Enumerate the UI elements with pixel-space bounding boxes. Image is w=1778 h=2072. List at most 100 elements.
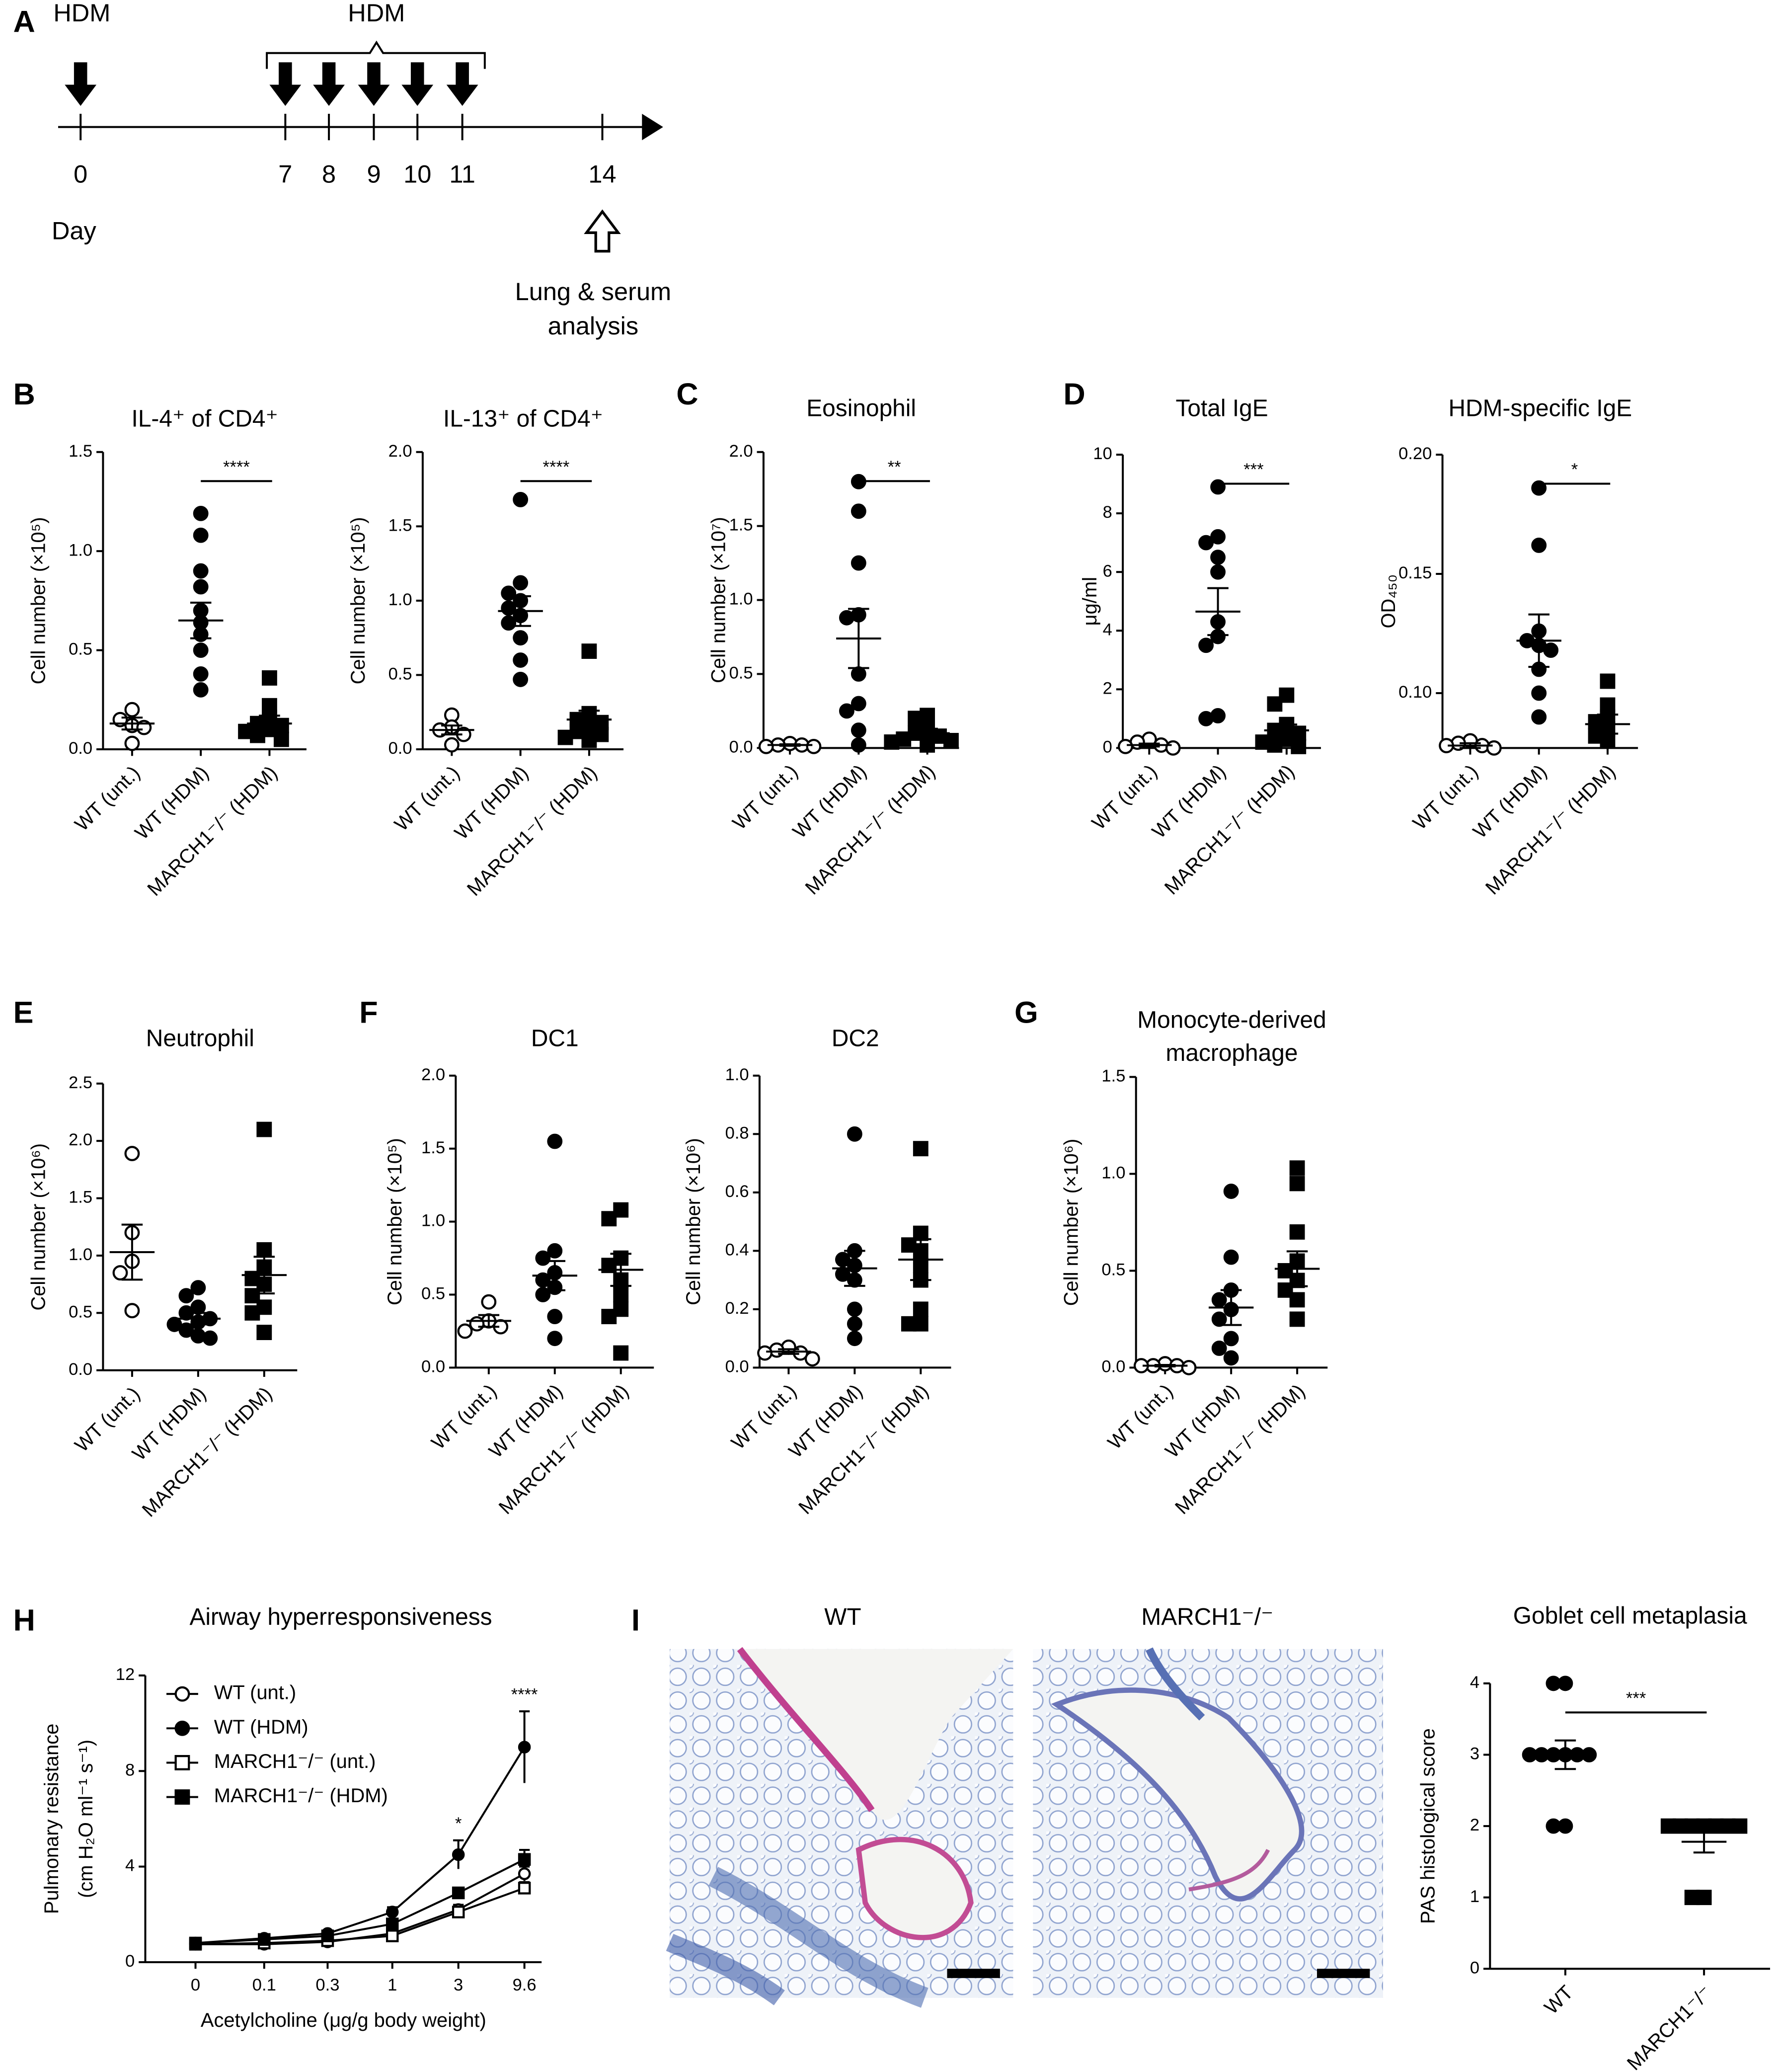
- legend-label: MARCH1⁻/⁻ (HDM): [214, 1785, 388, 1807]
- chart-title: Eosinophil: [806, 395, 916, 421]
- circle-marker: [193, 666, 209, 682]
- circle-marker: [513, 671, 529, 687]
- y-tick-label: 2.0: [729, 442, 753, 461]
- circle-marker: [193, 505, 209, 521]
- square-marker: [452, 1886, 465, 1900]
- circle-marker: [535, 1287, 551, 1302]
- panel-label: C: [676, 377, 698, 411]
- day-axis-label: Day: [52, 217, 97, 245]
- y-tick-label: 1.5: [69, 442, 92, 461]
- chart-title: IL-4⁺ of CD4⁺: [132, 406, 278, 432]
- y-tick-label: 0.15: [1398, 563, 1432, 582]
- significance-label: ***: [1626, 1689, 1646, 1708]
- panel-label: G: [1014, 996, 1038, 1030]
- circle-marker: [1165, 740, 1181, 756]
- readout-label: analysis: [548, 312, 639, 340]
- square-marker: [943, 733, 959, 748]
- y-axis-label: Pulmonary resistance: [41, 1724, 63, 1914]
- chart-title: Neutrophil: [146, 1026, 254, 1052]
- square-marker: [613, 1202, 629, 1218]
- square-marker: [1600, 673, 1616, 689]
- square-marker: [244, 1288, 260, 1304]
- y-tick-label: 2.0: [69, 1130, 92, 1149]
- circle-marker: [501, 585, 517, 601]
- y-axis-label: Cell number (×10⁶): [27, 1143, 49, 1311]
- chart-title: IL-13⁺ of CD4⁺: [443, 406, 603, 432]
- circle-marker: [847, 1316, 862, 1332]
- y-tick-label: 0.8: [725, 1123, 749, 1142]
- circle-marker: [1223, 1184, 1239, 1199]
- circle-marker: [518, 1741, 531, 1753]
- y-tick-label: 1.0: [421, 1211, 445, 1230]
- circle-marker: [835, 1252, 850, 1268]
- circle-marker: [1531, 709, 1547, 725]
- panel-label: F: [359, 996, 378, 1030]
- chart-title: Airway hyperresponsiveness: [189, 1604, 492, 1630]
- annotation: ****: [511, 1685, 538, 1704]
- panel-label: I: [631, 1603, 640, 1637]
- legend-label: WT (HDM): [214, 1716, 309, 1738]
- micrograph-title: MARCH1⁻/⁻: [1141, 1604, 1273, 1630]
- x-tick-label: 9.6: [513, 1976, 537, 1994]
- circle-marker: [839, 703, 854, 719]
- significance-label: **: [888, 458, 901, 477]
- circle-marker: [1531, 480, 1547, 496]
- y-tick-label: 0.5: [388, 665, 412, 684]
- series-line: [195, 1887, 525, 1945]
- circle-marker: [806, 738, 822, 754]
- x-tick-label: MARCH1⁻/⁻ (HDM): [794, 1380, 933, 1519]
- x-tick-label: WT (unt.): [390, 762, 464, 835]
- square-marker: [1289, 1311, 1305, 1327]
- y-axis-label: Cell number (×10⁶): [683, 1138, 704, 1305]
- y-tick-label: 0.10: [1398, 683, 1432, 702]
- y-tick-label: 8: [125, 1760, 135, 1779]
- circle-marker: [124, 735, 140, 751]
- y-axis-label: Cell number (×10⁵): [384, 1138, 406, 1305]
- y-tick-label: 1: [1470, 1887, 1479, 1906]
- x-tick-label: 0.3: [315, 1976, 339, 1994]
- x-tick-label: WT (unt.): [1088, 761, 1161, 834]
- circle-marker: [178, 1322, 194, 1338]
- circle-marker: [513, 630, 529, 646]
- y-tick-label: 0: [1103, 737, 1112, 756]
- y-axis-label: OD₄₅₀: [1378, 574, 1399, 629]
- y-tick-label: 0: [1470, 1958, 1479, 1977]
- circle-marker: [757, 1345, 773, 1361]
- panel-label: D: [1063, 377, 1085, 411]
- square-marker: [273, 731, 289, 747]
- y-tick-label: 4: [1470, 1673, 1479, 1692]
- circle-marker: [513, 492, 529, 507]
- square-marker: [1732, 1818, 1748, 1834]
- circle-marker: [847, 1331, 862, 1347]
- y-tick-label: 0: [125, 1952, 135, 1971]
- y-tick-label: 0.0: [421, 1357, 445, 1376]
- square-marker: [884, 734, 900, 750]
- square-marker: [913, 1301, 928, 1317]
- x-tick-label: 0: [191, 1976, 200, 1994]
- y-tick-label: 1.5: [69, 1188, 92, 1207]
- significance-label: ***: [1243, 460, 1263, 479]
- circle-marker: [193, 579, 209, 595]
- square-marker: [613, 1345, 629, 1361]
- circle-marker: [1211, 1292, 1227, 1308]
- circle-marker: [1531, 685, 1547, 701]
- circle-marker: [847, 1126, 862, 1142]
- circle-marker: [1531, 537, 1547, 553]
- square-marker: [258, 1933, 271, 1946]
- circle-marker: [1118, 738, 1133, 754]
- y-tick-label: 0.0: [69, 1360, 92, 1379]
- y-tick-label: 2.5: [69, 1073, 92, 1092]
- circle-marker: [1223, 1249, 1239, 1265]
- y-tick-label: 4: [125, 1856, 135, 1875]
- dose-arrow: [446, 62, 478, 106]
- dose-label: HDM: [348, 0, 405, 27]
- square-marker: [557, 729, 573, 745]
- circle-marker: [1543, 642, 1559, 658]
- y-tick-label: 0.0: [729, 737, 753, 756]
- panel-label: A: [13, 4, 35, 38]
- y-tick-label: 0.0: [69, 739, 92, 758]
- y-tick-label: 4: [1103, 620, 1112, 639]
- panel-label: E: [13, 996, 34, 1030]
- circle-marker: [513, 652, 529, 668]
- square-marker: [1289, 1160, 1305, 1176]
